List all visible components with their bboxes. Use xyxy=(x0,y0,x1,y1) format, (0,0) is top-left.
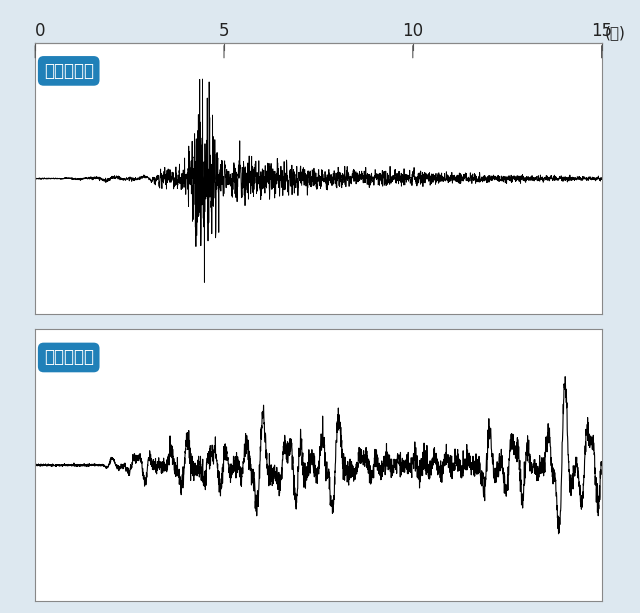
Text: 15: 15 xyxy=(591,22,612,40)
Text: (秒): (秒) xyxy=(605,25,626,40)
Text: 5: 5 xyxy=(219,22,229,40)
Text: 10: 10 xyxy=(402,22,424,40)
Text: 高周波地震: 高周波地震 xyxy=(44,62,93,80)
Text: 0: 0 xyxy=(35,22,45,40)
Text: 低周波地震: 低周波地震 xyxy=(44,348,93,367)
